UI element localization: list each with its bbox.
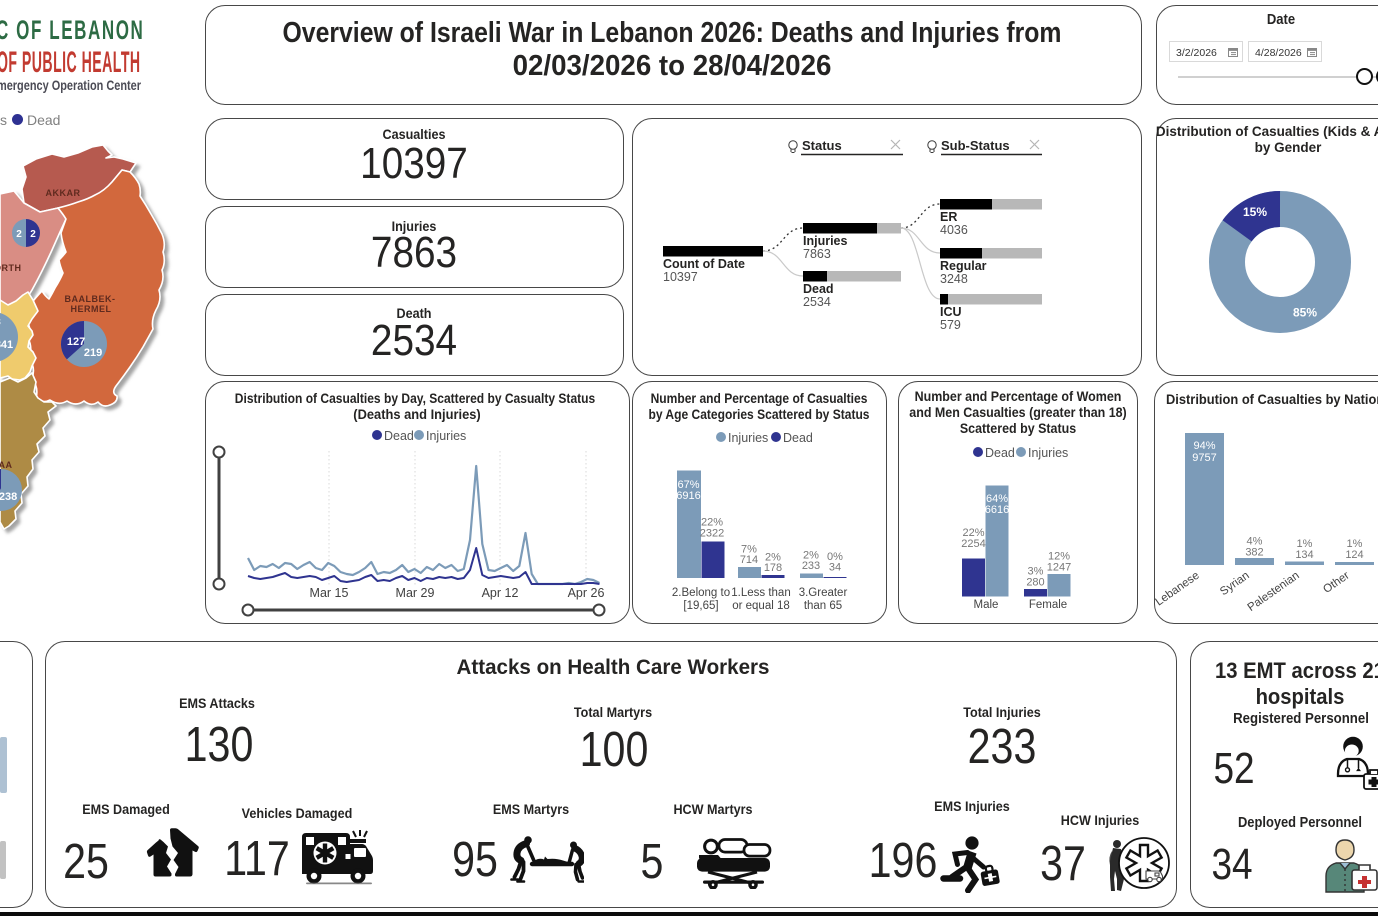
svg-text:4%: 4% bbox=[1247, 536, 1263, 548]
svg-text:1%: 1% bbox=[1347, 538, 1363, 550]
svg-text:Apr 12: Apr 12 bbox=[482, 586, 519, 600]
svg-text:[19,65]: [19,65] bbox=[683, 600, 718, 612]
svg-text:579: 579 bbox=[940, 318, 961, 332]
svg-text:178: 178 bbox=[764, 562, 782, 574]
svg-text:Female: Female bbox=[1029, 599, 1067, 611]
svg-text:NORTH: NORTH bbox=[0, 263, 22, 273]
svg-text:than 65: than 65 bbox=[804, 600, 842, 612]
svg-text:280: 280 bbox=[1026, 577, 1044, 589]
svg-text:34: 34 bbox=[829, 562, 841, 574]
svg-text:Regular: Regular bbox=[940, 259, 987, 273]
svg-text:0%: 0% bbox=[827, 551, 843, 563]
svg-text:219: 219 bbox=[84, 347, 102, 359]
svg-text:3%: 3% bbox=[1028, 566, 1044, 578]
svg-text:64%: 64% bbox=[986, 493, 1008, 505]
svg-text:3.Greater: 3.Greater bbox=[799, 587, 848, 599]
svg-text:AKKAR: AKKAR bbox=[46, 188, 81, 198]
svg-text:238: 238 bbox=[0, 491, 17, 503]
svg-text:Injuries: Injuries bbox=[803, 234, 848, 248]
svg-text:4036: 4036 bbox=[940, 223, 968, 237]
svg-text:2254: 2254 bbox=[961, 538, 985, 550]
svg-text:Count of Date: Count of Date bbox=[663, 257, 745, 271]
svg-text:7%: 7% bbox=[741, 544, 757, 556]
svg-text:Mar 15: Mar 15 bbox=[310, 586, 349, 600]
svg-text:94%: 94% bbox=[1193, 440, 1215, 452]
svg-text:12%: 12% bbox=[1048, 551, 1070, 563]
svg-text:1%: 1% bbox=[1297, 538, 1313, 550]
svg-text:9757: 9757 bbox=[1192, 452, 1216, 464]
svg-text:7863: 7863 bbox=[803, 247, 831, 261]
svg-text:67%: 67% bbox=[677, 479, 699, 491]
svg-text:382: 382 bbox=[1245, 547, 1263, 559]
svg-text:85%: 85% bbox=[1293, 306, 1317, 320]
svg-text:2322: 2322 bbox=[700, 528, 724, 540]
svg-text:HERMEL: HERMEL bbox=[71, 304, 112, 314]
svg-text:or equal 18: or equal 18 bbox=[732, 600, 790, 612]
svg-text:22%: 22% bbox=[701, 517, 723, 529]
svg-text:2%: 2% bbox=[765, 552, 781, 564]
svg-text:6616: 6616 bbox=[985, 504, 1009, 516]
svg-text:3248: 3248 bbox=[940, 272, 968, 286]
svg-text:2.Belong to: 2.Belong to bbox=[672, 587, 730, 599]
svg-text:127: 127 bbox=[67, 336, 85, 348]
svg-text:2%: 2% bbox=[803, 550, 819, 562]
svg-text:Other: Other bbox=[1321, 570, 1352, 596]
svg-text:134: 134 bbox=[1295, 549, 1313, 561]
svg-text:6916: 6916 bbox=[676, 490, 700, 502]
svg-text:1247: 1247 bbox=[1047, 562, 1071, 574]
svg-text:841: 841 bbox=[0, 339, 13, 351]
svg-text:15%: 15% bbox=[1243, 205, 1267, 219]
svg-text:Syrian: Syrian bbox=[1218, 570, 1252, 599]
svg-text:22%: 22% bbox=[962, 527, 984, 539]
svg-text:714: 714 bbox=[740, 554, 758, 566]
svg-text:BEKAA: BEKAA bbox=[0, 460, 13, 470]
svg-text:ER: ER bbox=[940, 210, 957, 224]
svg-text:1.Less than: 1.Less than bbox=[731, 587, 790, 599]
svg-text:Mar 29: Mar 29 bbox=[396, 586, 435, 600]
svg-text:2: 2 bbox=[30, 229, 36, 240]
svg-text:Male: Male bbox=[974, 599, 999, 611]
svg-text:Lebanese: Lebanese bbox=[1154, 570, 1202, 609]
svg-text:3: 3 bbox=[0, 317, 1, 328]
svg-text:Palestenian: Palestenian bbox=[1246, 570, 1302, 614]
svg-text:2: 2 bbox=[16, 229, 22, 240]
svg-text:124: 124 bbox=[1345, 549, 1363, 561]
svg-text:BAALBEK-: BAALBEK- bbox=[65, 294, 116, 304]
svg-text:Status: Status bbox=[802, 138, 842, 153]
svg-text:233: 233 bbox=[802, 560, 820, 572]
svg-text:Dead: Dead bbox=[803, 282, 834, 296]
svg-text:2534: 2534 bbox=[803, 295, 831, 309]
svg-text:Sub-Status: Sub-Status bbox=[941, 138, 1010, 153]
svg-text:Apr 26: Apr 26 bbox=[568, 586, 605, 600]
svg-text:10397: 10397 bbox=[663, 270, 698, 284]
svg-text:ICU: ICU bbox=[940, 305, 962, 319]
